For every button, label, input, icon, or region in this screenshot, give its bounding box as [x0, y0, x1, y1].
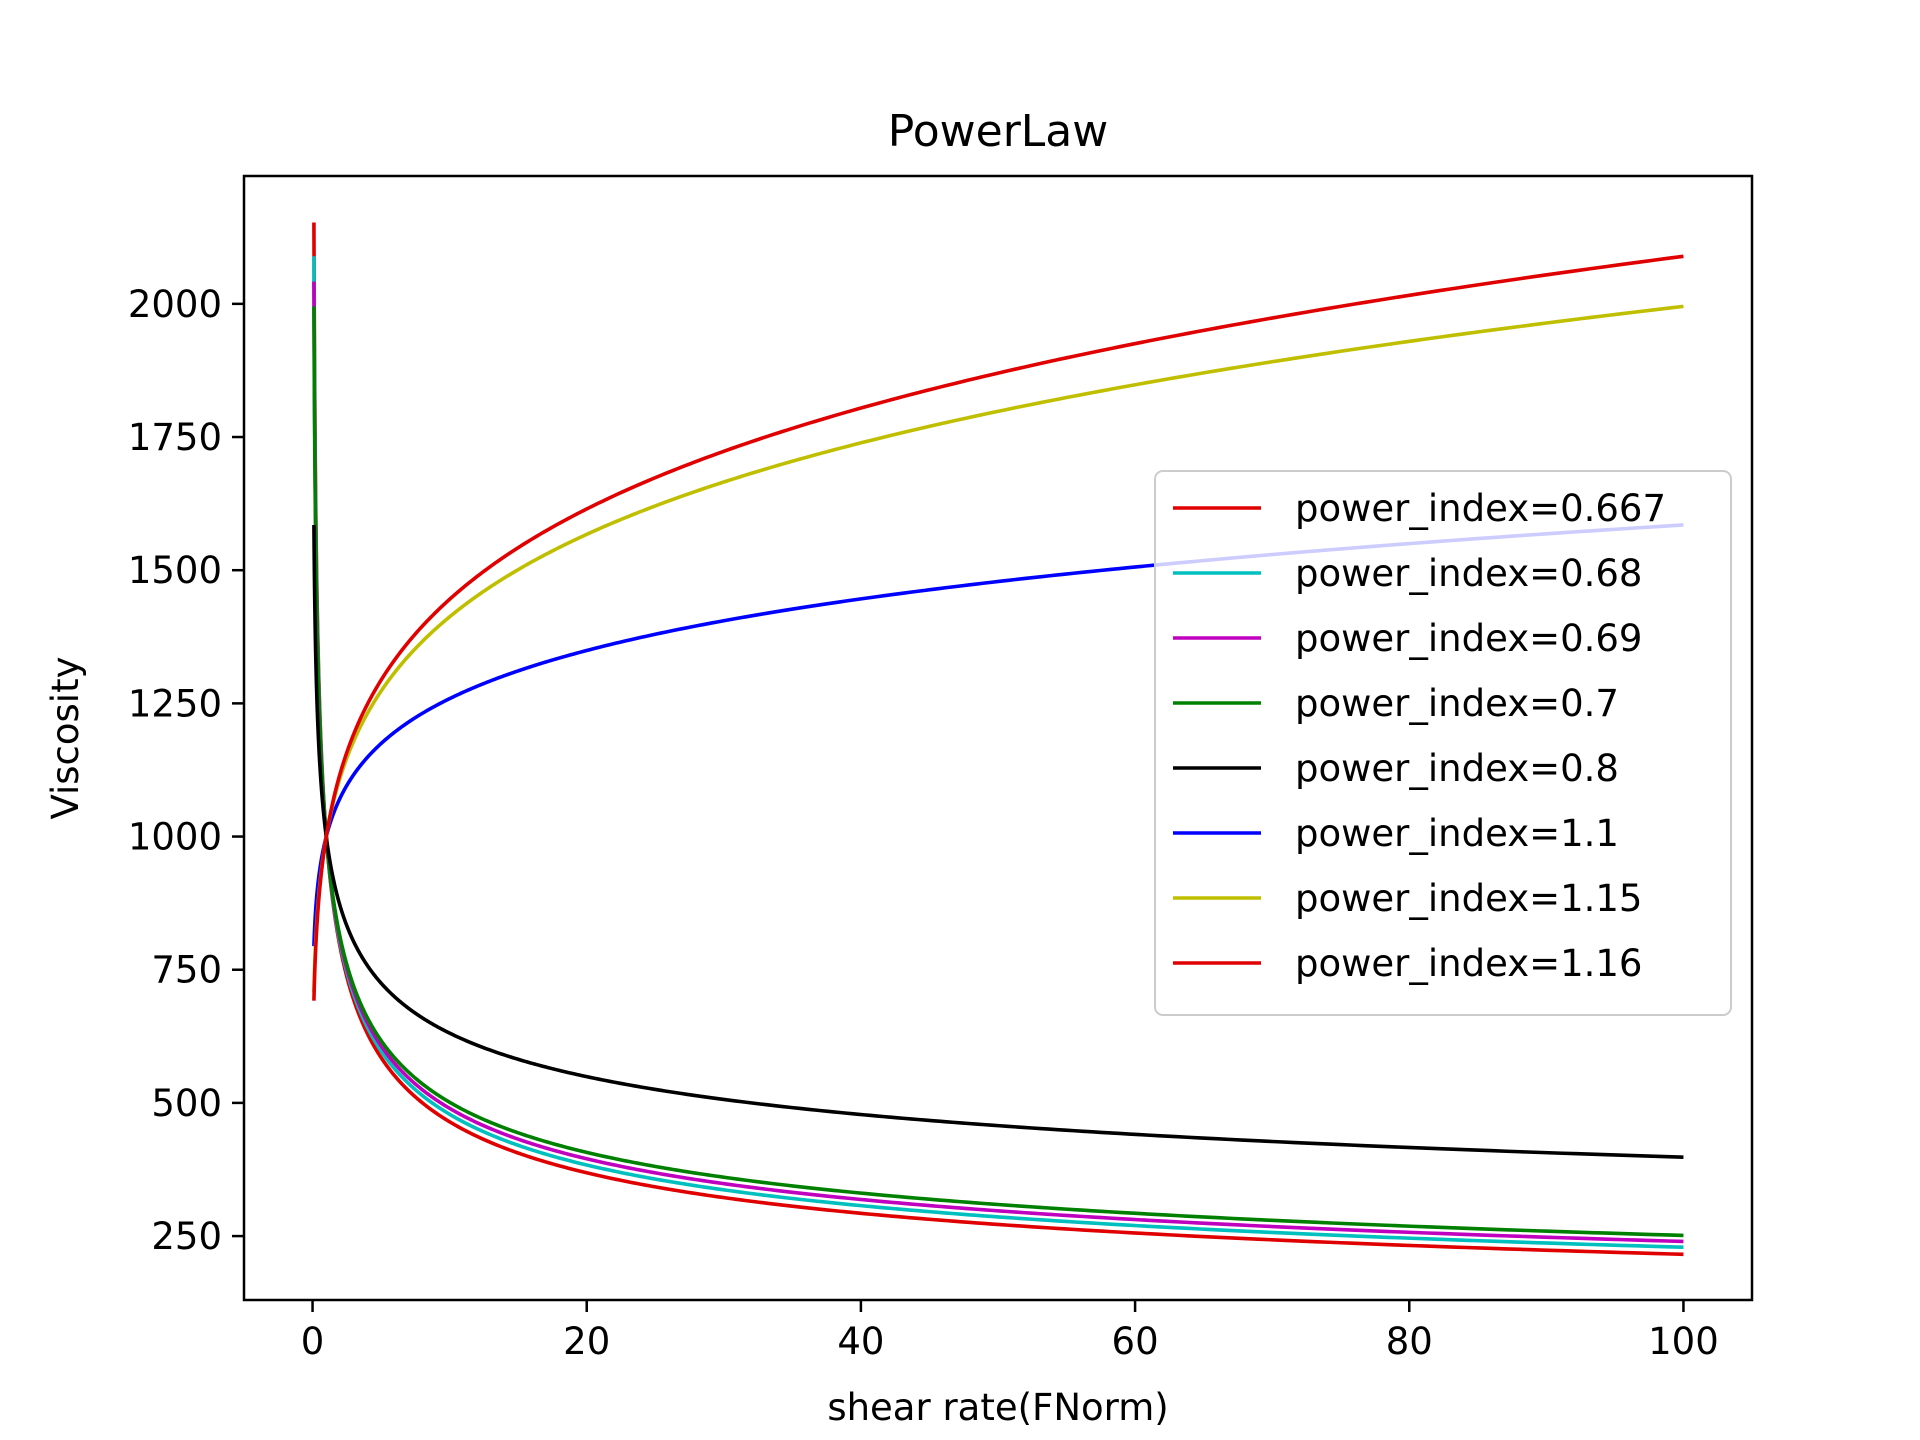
series-line-5 [312, 523, 1684, 948]
legend-label: power_index=1.16 [1295, 942, 1642, 985]
chart-title: PowerLaw [888, 106, 1109, 157]
y-tick-label: 2000 [128, 283, 222, 326]
x-axis: 0 20 40 60 80 100 [301, 1300, 1719, 1363]
x-axis-label: shear rate(FNorm) [827, 1386, 1168, 1429]
legend-label: power_index=0.69 [1295, 617, 1642, 660]
legend-label: power_index=1.15 [1295, 877, 1642, 920]
series-layer [312, 222, 1684, 1257]
y-tick-label: 1750 [128, 416, 222, 459]
y-tick-label: 1500 [128, 549, 222, 592]
legend-label: power_index=0.667 [1295, 487, 1666, 530]
x-tick-label: 0 [301, 1320, 325, 1363]
y-tick-label: 1000 [128, 816, 222, 859]
legend-label: power_index=1.1 [1295, 812, 1619, 855]
legend-label: power_index=0.8 [1295, 747, 1619, 790]
x-tick-label: 80 [1386, 1320, 1433, 1363]
legend-label: power_index=0.68 [1295, 552, 1642, 595]
legend: power_index=0.667 power_index=0.68 power_i… [1154, 470, 1732, 1016]
x-tick-label: 40 [837, 1320, 884, 1363]
y-tick-label: 750 [151, 949, 222, 992]
plot-area-frame [242, 174, 1754, 1302]
x-tick-label: 60 [1112, 1320, 1159, 1363]
y-tick-label: 1250 [128, 682, 222, 725]
y-tick-label: 250 [151, 1215, 222, 1258]
y-axis: 250 500 750 1000 1250 1500 1750 2000 [128, 283, 244, 1258]
series-line-7 [312, 254, 1684, 1002]
legend-box [1154, 470, 1732, 1016]
y-axis-label: Viscosity [44, 657, 87, 820]
x-tick-label: 100 [1648, 1320, 1719, 1363]
y-tick-label: 500 [151, 1082, 222, 1125]
x-tick-label: 20 [563, 1320, 610, 1363]
legend-label: power_index=0.7 [1295, 682, 1619, 725]
series-line-3 [312, 306, 1684, 1238]
series-line-4 [312, 524, 1684, 1159]
